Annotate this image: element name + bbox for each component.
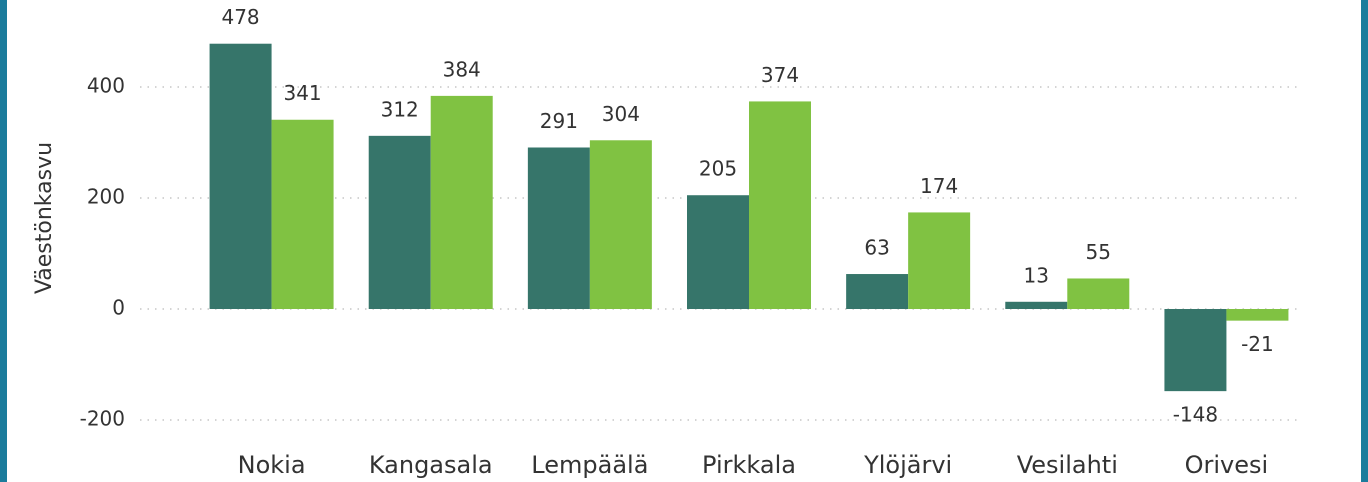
bar [271, 119, 334, 310]
bar [527, 147, 590, 309]
data-label: 13 [1024, 263, 1049, 287]
x-tick-label: Lempäälä [531, 451, 648, 479]
x-tick-label: Pirkkala [702, 451, 796, 479]
data-label: 55 [1086, 240, 1111, 264]
y-tick-label: 0 [112, 296, 125, 320]
bar [1226, 309, 1289, 321]
bar [368, 135, 431, 309]
data-label: 291 [540, 109, 578, 133]
frame-left [0, 0, 7, 482]
x-tick-label: Kangasala [369, 451, 493, 479]
data-label: 384 [443, 57, 481, 81]
x-tick-label: Nokia [238, 451, 306, 479]
y-axis-title: Väestönkasvu [32, 142, 57, 294]
data-label: 374 [761, 63, 799, 87]
y-tick-label: 400 [87, 74, 125, 98]
x-tick-label: Ylöjärvi [863, 451, 952, 479]
data-label: 174 [920, 174, 958, 198]
data-label: 312 [381, 97, 419, 121]
bar [908, 212, 971, 309]
bar [1164, 309, 1227, 392]
y-tick-label: 200 [87, 185, 125, 209]
frame-right [1361, 0, 1368, 482]
bar [1067, 278, 1130, 309]
bar [589, 140, 652, 309]
data-label: 63 [864, 236, 889, 260]
bar [687, 195, 749, 309]
bar [430, 95, 493, 309]
x-tick-label: Vesilahti [1017, 451, 1118, 479]
bar [846, 274, 909, 309]
x-tick-label: Orivesi [1185, 451, 1269, 479]
data-label: 478 [221, 5, 259, 29]
data-label: 341 [283, 81, 321, 105]
data-label: -148 [1173, 403, 1218, 427]
bar [209, 43, 272, 310]
bar [749, 101, 811, 310]
data-label: 304 [602, 102, 640, 126]
y-tick-label: -200 [80, 407, 125, 431]
data-label: 205 [699, 157, 737, 181]
bar [1005, 301, 1068, 309]
data-label: -21 [1241, 332, 1274, 356]
